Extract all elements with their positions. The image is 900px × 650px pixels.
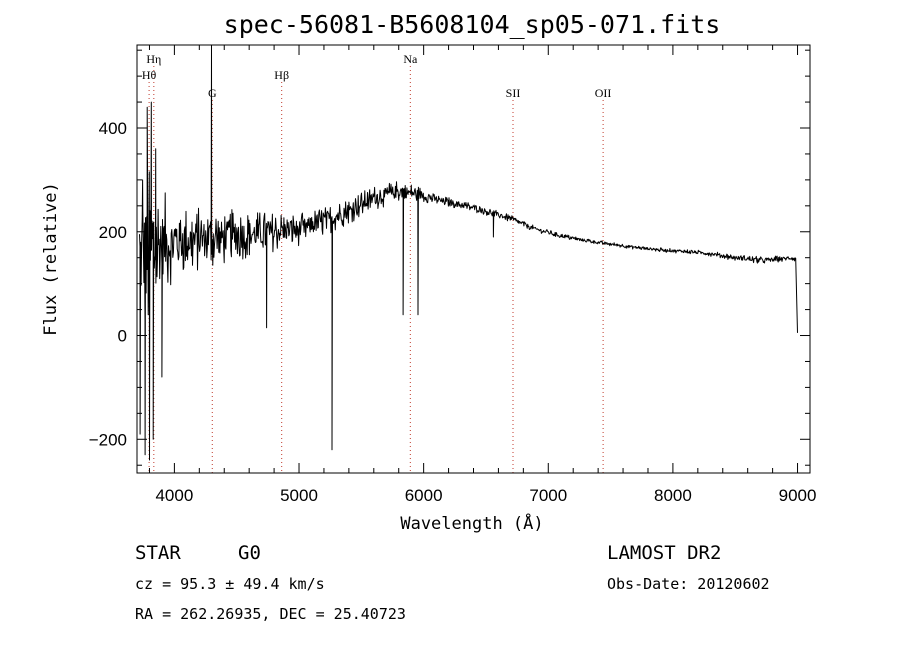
x-tick-label: 5000 (280, 486, 318, 505)
y-axis-label: Flux (relative) (41, 182, 61, 336)
x-tick-label: 9000 (779, 486, 817, 505)
spectral-line-label: OII (595, 86, 612, 100)
x-tick-label: 8000 (654, 486, 692, 505)
plot-frame (136, 44, 811, 474)
object-subclass: G0 (238, 542, 261, 564)
x-axis-label: Wavelength (Å) (400, 512, 543, 534)
spectral-line-label: SII (506, 86, 521, 100)
chart-title: spec-56081-B5608104_sp05-071.fits (224, 10, 721, 39)
survey-name: LAMOST DR2 (607, 542, 721, 564)
y-tick-label: −200 (89, 430, 127, 449)
spectral-line-label: Hη (146, 52, 161, 66)
obs-date-text: Obs-Date: 20120602 (607, 575, 770, 593)
spectrum-line (139, 44, 798, 461)
axis-ticks (137, 45, 810, 473)
y-tick-label: 200 (99, 223, 127, 242)
coordinates-text: RA = 262.26935, DEC = 25.40723 (135, 605, 406, 623)
axis-tick-labels: 4000 5000 6000 7000 8000 9000 −200 0 200 400 (89, 119, 817, 505)
x-tick-label: 6000 (405, 486, 443, 505)
spectral-line-label: Hθ (142, 68, 157, 82)
redshift-text: cz = 95.3 ± 49.4 km/s (135, 575, 325, 593)
y-tick-label: 0 (118, 327, 127, 346)
x-tick-label: 4000 (155, 486, 193, 505)
spectral-line-label: G (208, 86, 217, 100)
spectral-line-markers: Hη Hθ G Hβ Na SII OII (142, 52, 612, 473)
spectral-line-label: Na (403, 52, 418, 66)
x-tick-label: 7000 (529, 486, 567, 505)
y-tick-label: 400 (99, 119, 127, 138)
object-class: STAR (135, 542, 181, 564)
spectral-line-label: Hβ (274, 68, 289, 82)
